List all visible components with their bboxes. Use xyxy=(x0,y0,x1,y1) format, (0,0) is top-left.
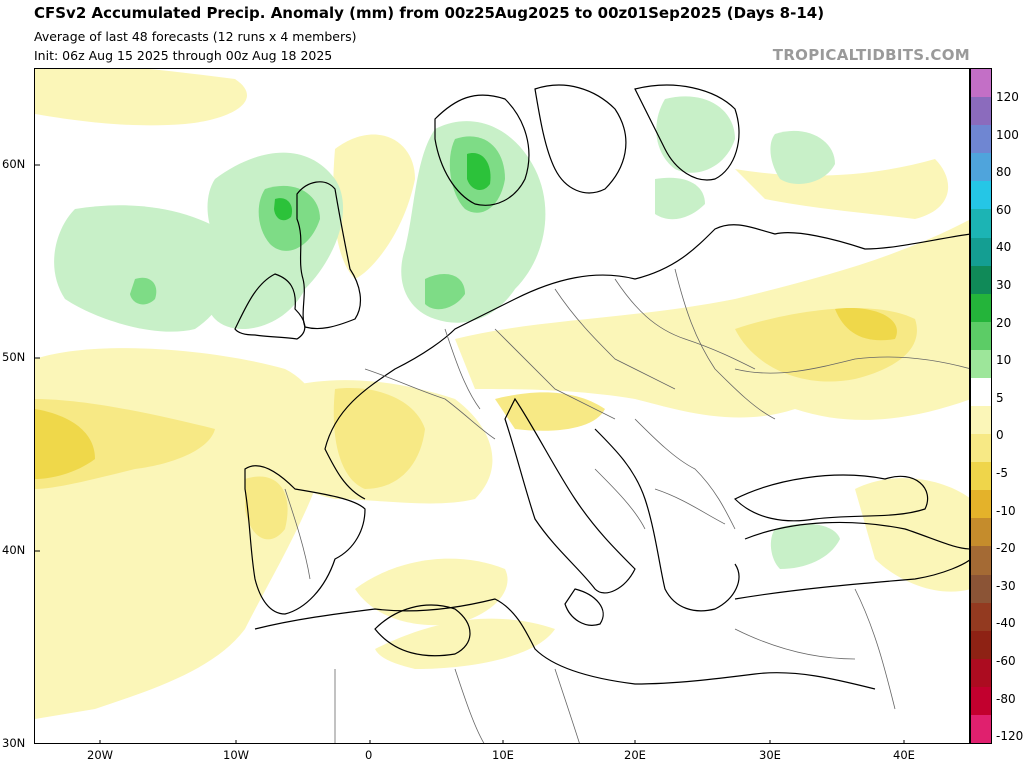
colorbar-swatch xyxy=(971,265,991,295)
lon-label-40e: 40E xyxy=(893,748,915,762)
colorbar-swatch xyxy=(971,153,991,182)
country-borders xyxy=(284,268,969,743)
colorbar-label: -20 xyxy=(996,541,1016,556)
colorbar-swatch xyxy=(971,406,991,435)
colorbar-swatch xyxy=(971,349,991,379)
colorbar-swatch xyxy=(971,377,991,407)
colorbar-label: 0 xyxy=(996,428,1004,443)
lat-label-60n: 60N xyxy=(2,157,26,171)
site-credit: TROPICALTIDBITS.COM xyxy=(772,46,970,64)
colorbar-swatch xyxy=(971,321,991,351)
coastlines xyxy=(234,84,969,690)
lat-label-40n: 40N xyxy=(2,543,26,557)
colorbar-swatch xyxy=(971,125,991,154)
chart-title: CFSv2 Accumulated Precip. Anomaly (mm) f… xyxy=(34,4,825,22)
colorbar-swatch xyxy=(971,69,991,98)
colorbar-label: -60 xyxy=(996,654,1016,668)
colorbar-swatch xyxy=(971,574,991,604)
map-graphic xyxy=(35,69,969,743)
lat-label-50n: 50N xyxy=(2,350,26,364)
colorbar-label: -80 xyxy=(996,691,1016,706)
colorbar-label: 80 xyxy=(996,165,1012,180)
colorbar-label: -30 xyxy=(996,578,1016,593)
colorbar xyxy=(970,68,992,744)
colorbar-swatch xyxy=(971,237,991,267)
colorbar-swatch xyxy=(971,686,991,716)
colorbar-label: 60 xyxy=(996,202,1012,217)
colorbar-swatch xyxy=(971,462,991,491)
colorbar-label: 40 xyxy=(996,240,1012,255)
colorbar-label: 100 xyxy=(996,127,1019,142)
lat-label-30n: 30N xyxy=(2,736,26,750)
colorbar-label: -40 xyxy=(996,616,1016,631)
colorbar-swatch xyxy=(971,546,991,575)
colorbar-swatch xyxy=(971,490,991,519)
colorbar-label: -120 xyxy=(996,729,1024,744)
init-info: Init: 06z Aug 15 2025 through 00z Aug 18… xyxy=(34,48,333,63)
colorbar-swatch xyxy=(971,434,991,463)
colorbar-swatch xyxy=(971,209,991,238)
colorbar-label: 120 xyxy=(996,90,1019,104)
colorbar-swatch xyxy=(971,630,991,660)
lon-label-0: 0 xyxy=(365,748,373,762)
colorbar-label: 10 xyxy=(996,353,1012,368)
colorbar-label: 5 xyxy=(996,390,1004,405)
colorbar-label: 20 xyxy=(996,315,1012,330)
lon-label-20w: 20W xyxy=(87,748,114,762)
graticule xyxy=(35,164,905,743)
colorbar-label: 30 xyxy=(996,278,1012,292)
lon-label-30e: 30E xyxy=(759,748,781,762)
lon-label-20e: 20E xyxy=(624,748,646,762)
wet-anomaly-mid xyxy=(130,136,505,310)
colorbar-swatch xyxy=(971,181,991,210)
chart-subtitle: Average of last 48 forecasts (12 runs x … xyxy=(34,29,357,44)
colorbar-swatch xyxy=(971,518,991,547)
colorbar-swatch xyxy=(971,602,991,632)
lon-label-10w: 10W xyxy=(223,748,250,762)
lon-label-10e: 10E xyxy=(492,748,514,762)
colorbar-swatch xyxy=(971,97,991,126)
colorbar-label: -5 xyxy=(996,466,1008,480)
dry-anomaly-strong xyxy=(35,308,897,479)
colorbar-swatch xyxy=(971,658,991,688)
colorbar-swatch xyxy=(971,714,991,744)
wet-anomaly-strong xyxy=(274,153,491,221)
colorbar-label: -10 xyxy=(996,503,1016,518)
precip-anomaly-map xyxy=(34,68,970,744)
colorbar-swatch xyxy=(971,293,991,323)
